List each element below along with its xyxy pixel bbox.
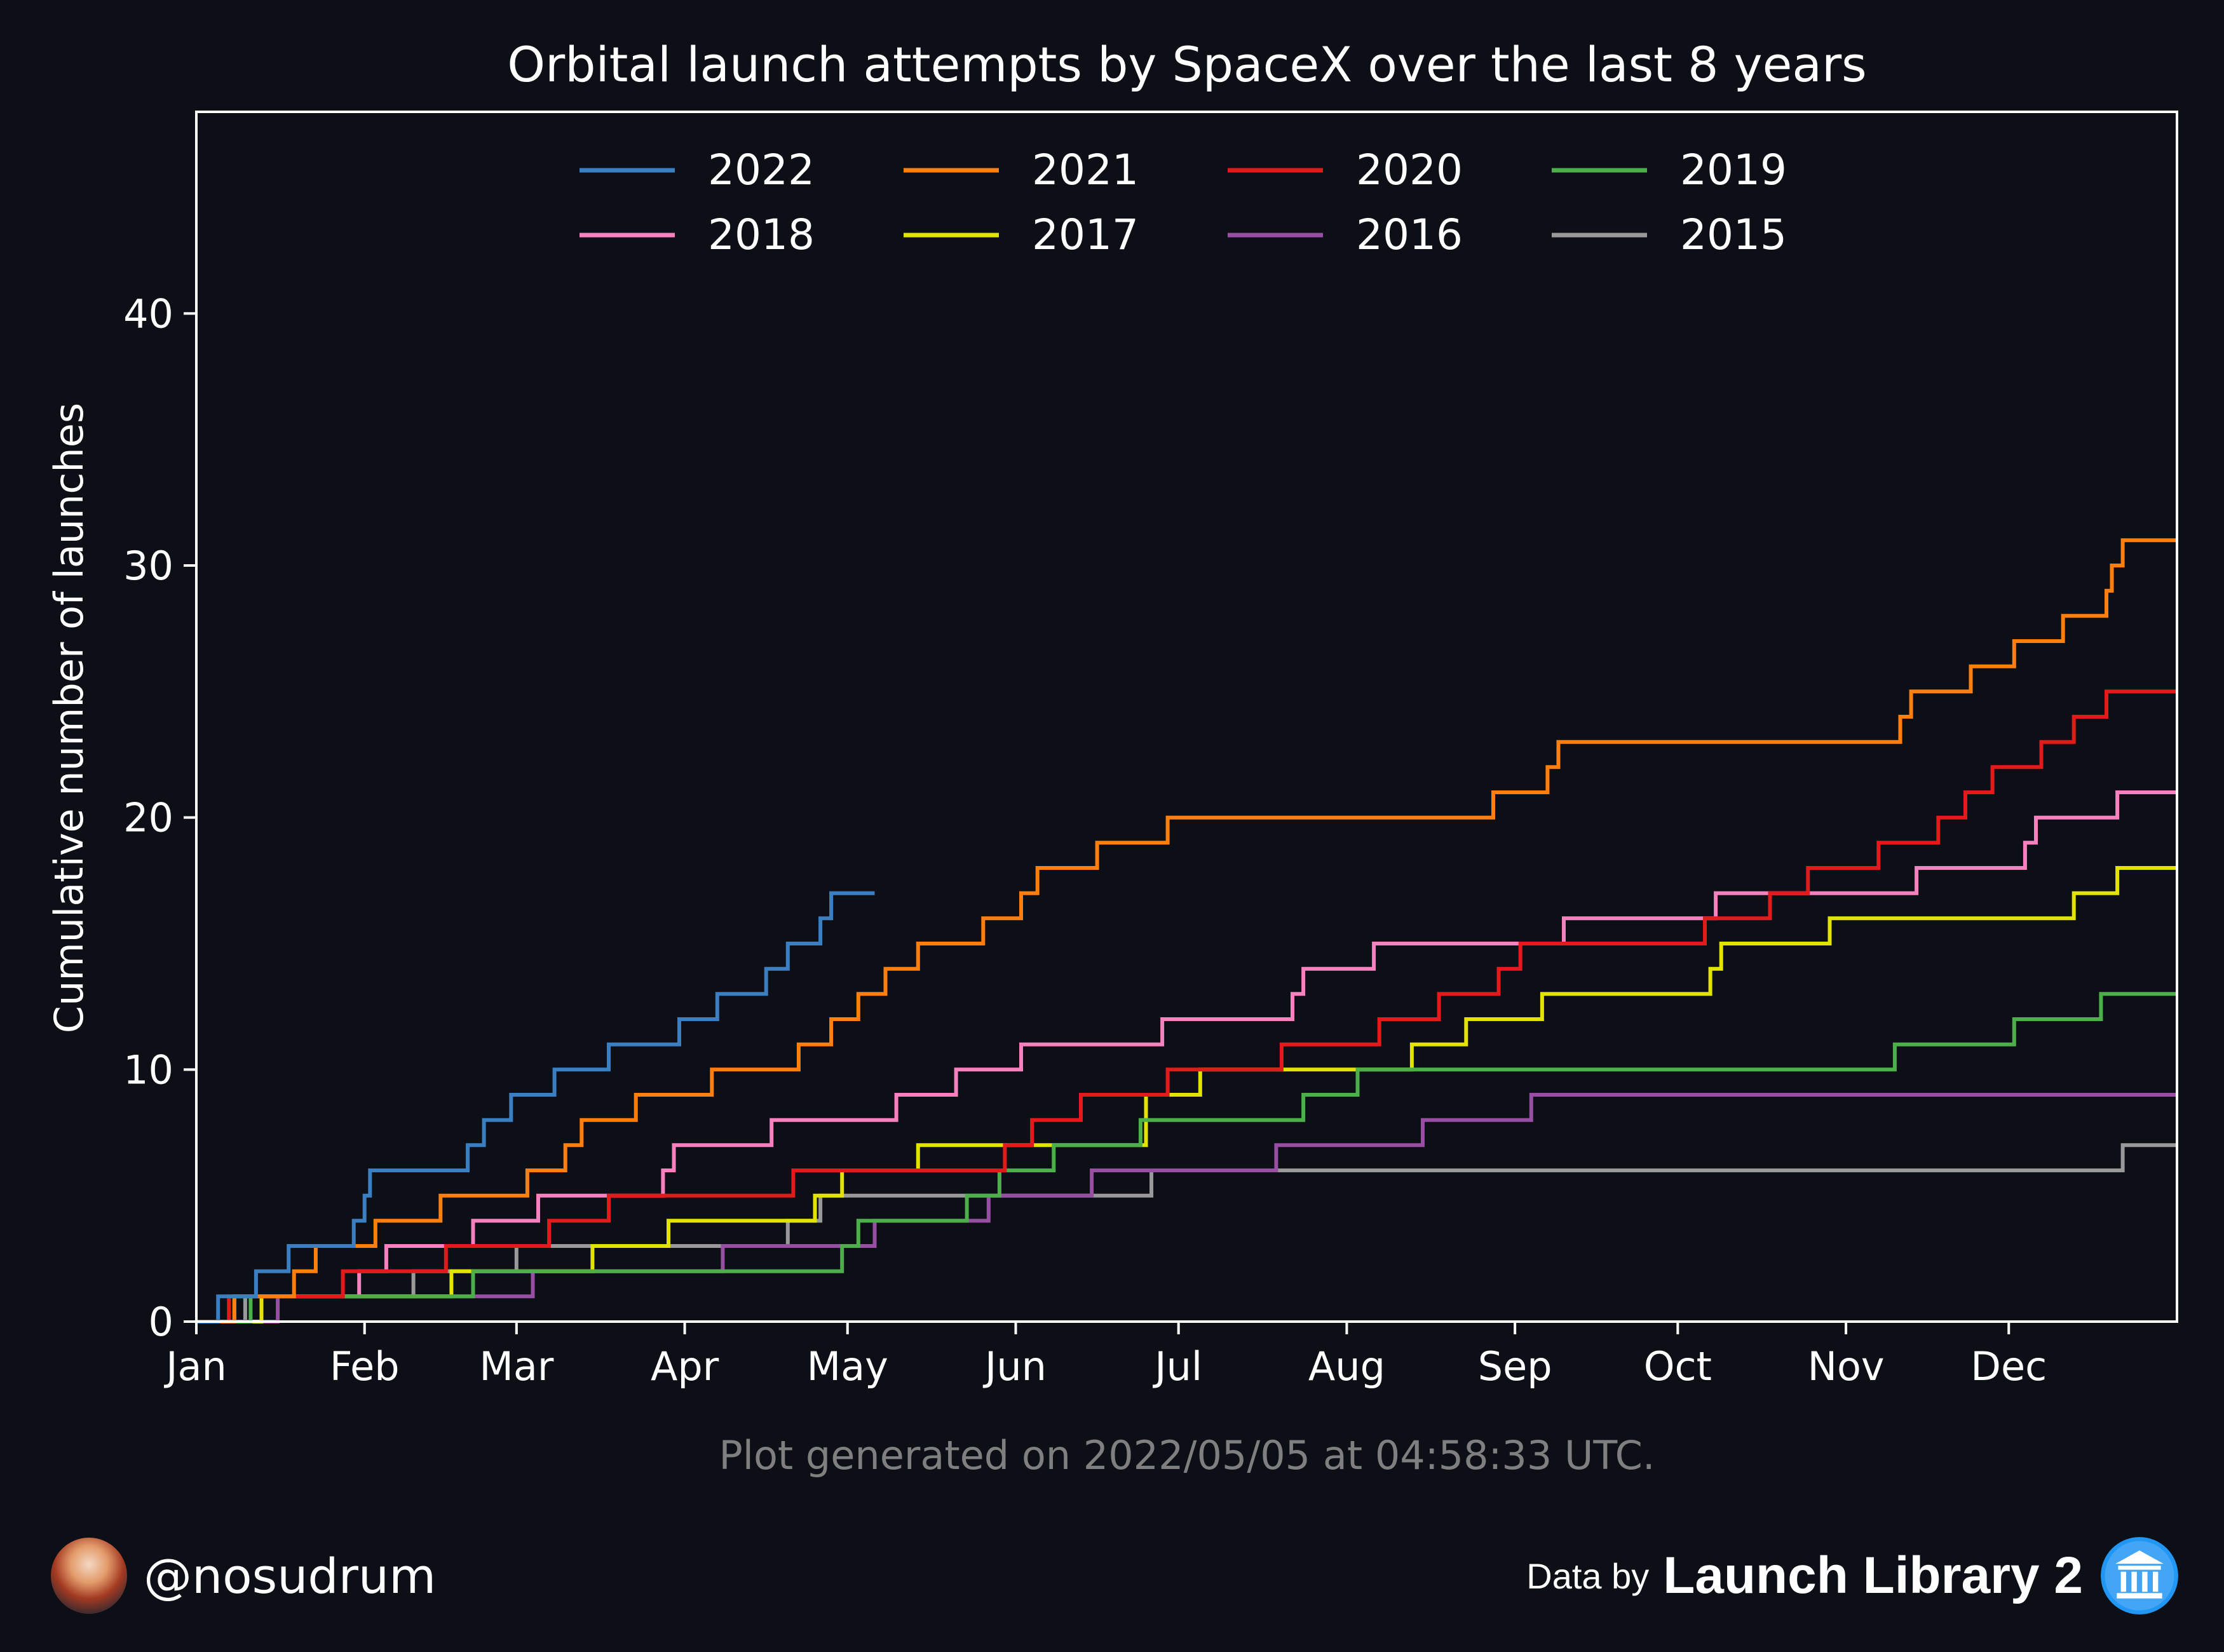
legend: 2022 2021 2020 2019 2018 2017 2016 2015 (580, 146, 1787, 259)
y-tick-label: 10 (123, 1046, 173, 1093)
axis-layer: Jan Feb Mar Apr May Jun Jul Aug Sep Oct Nov Dec 0 10 2… (123, 290, 2047, 1390)
legend-label-2017: 2017 (1032, 210, 1139, 259)
series-2020-line (196, 689, 2177, 1324)
series-2017-line (196, 866, 2177, 1324)
data-source-credit: Data by Launch Library 2 (1526, 1531, 2180, 1620)
legend-label-2015: 2015 (1680, 210, 1787, 259)
author-handle[interactable]: @nosudrum (144, 1547, 437, 1604)
series-2018-line (196, 790, 2177, 1324)
y-tick-label: 40 (123, 290, 173, 337)
y-tick-label: 30 (123, 543, 173, 589)
x-tick-label: Jun (982, 1343, 1047, 1390)
legend-label-2018: 2018 (708, 210, 815, 259)
y-tick-label: 20 (123, 795, 173, 841)
plot-generated-note: Plot generated on 2022/05/05 at 04:58:33… (719, 1432, 1655, 1479)
x-tick-label: Jan (163, 1343, 227, 1390)
x-tick-label: Dec (1970, 1343, 2047, 1390)
series-2022-line (196, 891, 875, 1324)
plot-frame (195, 111, 2178, 1323)
series-2016-line (196, 1093, 2177, 1324)
legend-label-2022: 2022 (708, 146, 815, 194)
chart-title: Orbital launch attempts by SpaceX over t… (507, 36, 1867, 93)
legend-label-2019: 2019 (1680, 146, 1787, 194)
x-tick-label: May (807, 1343, 888, 1390)
x-tick-label: Aug (1308, 1343, 1385, 1390)
legend-label-2020: 2020 (1356, 146, 1463, 194)
launch-library-name[interactable]: Launch Library 2 (1663, 1547, 2083, 1604)
author-credit: @nosudrum (51, 1538, 436, 1614)
astronaut-avatar-icon (51, 1538, 127, 1614)
library-building-icon (2101, 1537, 2178, 1615)
x-tick-label: Nov (1808, 1343, 1885, 1390)
x-tick-label: Oct (1644, 1343, 1712, 1390)
y-axis-label: Cumulative number of launches (46, 403, 92, 1033)
x-tick-label: Jul (1152, 1343, 1202, 1390)
x-tick-label: Mar (479, 1343, 553, 1390)
x-tick-label: Feb (330, 1343, 400, 1390)
data-by-label: Data by (1526, 1555, 1650, 1596)
x-tick-label: Sep (1478, 1343, 1552, 1390)
legend-label-2021: 2021 (1032, 146, 1139, 194)
x-tick-label: Apr (651, 1343, 719, 1390)
series-2021-line (196, 538, 2177, 1324)
legend-label-2016: 2016 (1356, 210, 1463, 259)
series-layer (196, 538, 2177, 1324)
y-tick-label: 0 (149, 1299, 173, 1345)
series-2019-line (196, 992, 2177, 1324)
